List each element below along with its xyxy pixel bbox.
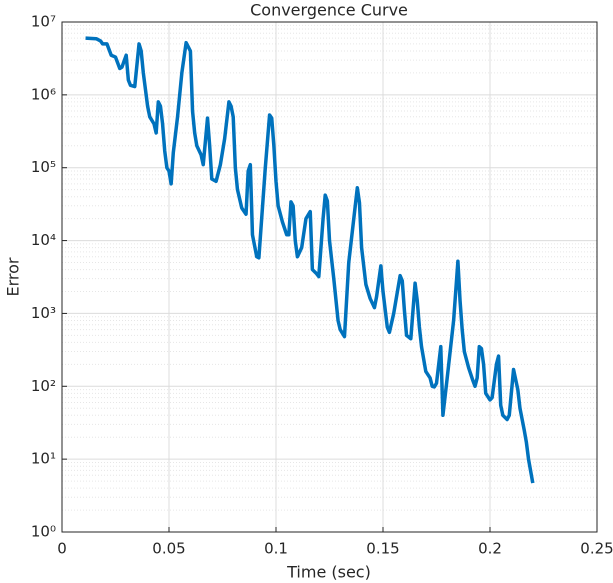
- y-tick-label: 10⁵: [31, 158, 56, 176]
- y-tick-label: 10¹: [31, 450, 56, 468]
- y-tick-label: 10²: [31, 377, 56, 395]
- y-tick-label: 10⁰: [31, 523, 56, 541]
- y-tick-label: 10³: [31, 304, 56, 322]
- x-tick-label: 0.05: [152, 540, 185, 558]
- x-tick-label: 0: [57, 540, 67, 558]
- x-tick-label: 0.15: [366, 540, 399, 558]
- line-series: [85, 36, 535, 484]
- y-tick-label: 10⁷: [31, 13, 56, 31]
- y-axis-label: Error: [4, 257, 23, 296]
- chart-title: Convergence Curve: [250, 1, 408, 20]
- x-tick-label: 0.2: [478, 540, 502, 558]
- x-axis-label: Time (sec): [286, 563, 371, 582]
- x-tick-label: 0.25: [580, 540, 613, 558]
- y-tick-label: 10⁴: [31, 231, 56, 249]
- x-tick-label: 0.1: [264, 540, 288, 558]
- plot-frame: [61, 21, 598, 533]
- y-tick-label: 10⁶: [31, 85, 56, 103]
